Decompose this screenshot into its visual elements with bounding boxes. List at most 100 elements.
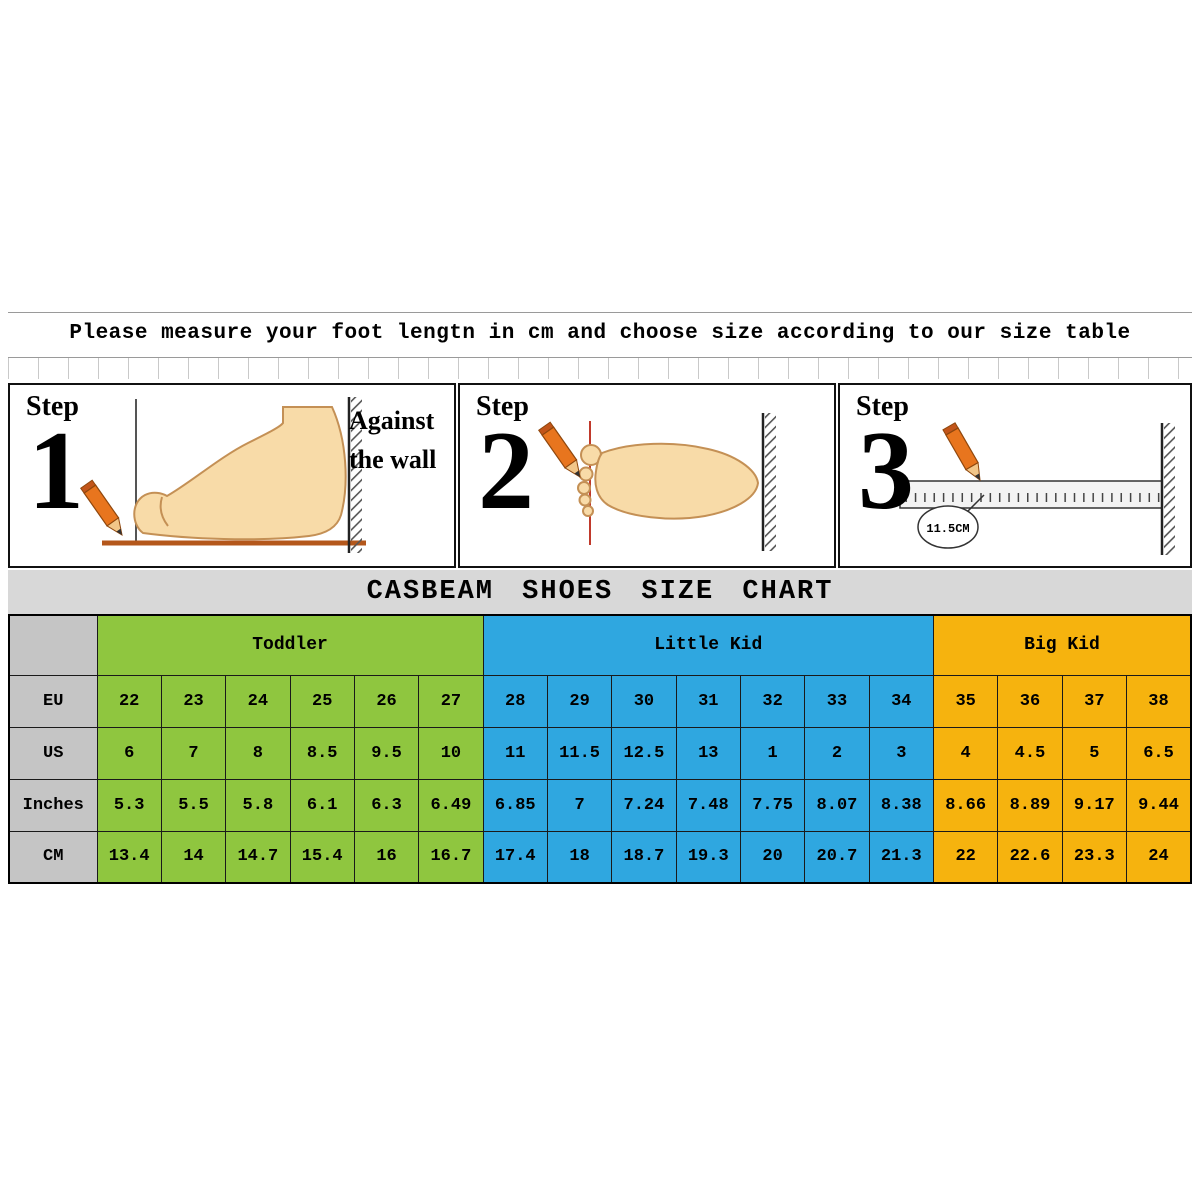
size-cell: 6.49 [418,778,484,832]
pencil-icon [538,421,581,479]
wall-note: Against the wall [349,401,451,479]
size-cell: 5.8 [225,778,291,832]
size-cell: 7 [160,726,227,780]
corner-cell [8,614,98,676]
step2-illustration [538,413,776,551]
size-cell: 8.38 [868,778,934,832]
ruler-measurement-label: 11.5CM [926,522,969,536]
size-cell: 9.17 [1061,778,1128,832]
size-cell: 13.4 [96,830,162,884]
size-cell: 6.85 [482,778,548,832]
measure-steps-row: Step 1 Against the wall [8,383,1192,568]
size-cell: 21.3 [868,830,934,884]
size-cell: 18.7 [611,830,677,884]
size-cell: 7.48 [675,778,741,832]
size-cell: 11 [482,726,548,780]
step3-illustration: 11.5CM [899,422,1175,555]
size-cell: 22 [932,830,999,884]
size-cell: 20.7 [804,830,870,884]
size-table: Toddler Little Kid Big Kid EU 22 23 24 25 26 27 28… [8,614,1192,884]
row-label-inches: Inches [8,778,98,832]
size-cell: 8.5 [289,726,355,780]
step-label: Step [856,391,909,422]
size-cell: 13 [675,726,741,780]
size-cell: 6.3 [353,778,420,832]
banner-ruler-ticks [8,357,1192,379]
group-header-toddler: Toddler [96,614,484,676]
size-cell: 16.7 [418,830,484,884]
size-cell: 14 [160,830,227,884]
row-label-eu: EU [8,674,98,728]
size-cell: 1 [739,726,806,780]
size-cell: 8.89 [997,778,1063,832]
size-cell: 5 [1061,726,1128,780]
size-cell: 9.44 [1126,778,1192,832]
size-chart-title: CASBEAM SHOES SIZE CHART [8,570,1192,614]
size-cell: 5.3 [96,778,162,832]
size-cell: 9.5 [353,726,420,780]
size-cell: 11.5 [546,726,613,780]
wall-note-line1: Against [349,406,435,435]
size-cell: 24 [1126,830,1192,884]
size-cell: 22.6 [997,830,1063,884]
ruler-icon [899,480,1163,509]
big-toe-line [159,496,169,527]
step1-illustration [80,397,366,553]
size-cell: 20 [739,830,806,884]
size-cell: 37 [1061,674,1128,728]
size-cell: 2 [804,726,870,780]
size-cell: 8.66 [932,778,999,832]
step-panel-2: Step 2 [458,383,836,568]
size-cell: 26 [353,674,420,728]
size-cell: 30 [611,674,677,728]
step-number: 1 [28,409,84,533]
pencil-icon [942,422,981,482]
step-panel-3: Step 3 [838,383,1192,568]
size-cell: 35 [932,674,999,728]
row-label-cm: CM [8,830,98,884]
size-cell: 23 [160,674,227,728]
size-cell: 8 [225,726,291,780]
foot-side-icon [133,406,347,541]
step-number: 2 [478,409,534,533]
size-cell: 27 [418,674,484,728]
size-cell: 15.4 [289,830,355,884]
size-cell: 18 [546,830,613,884]
foot-top-icon [577,442,760,520]
size-cell: 23.3 [1061,830,1128,884]
step-label: Step [476,391,529,422]
size-cell: 10 [418,726,484,780]
step-label: Step [26,391,79,422]
size-cell: 12.5 [611,726,677,780]
size-cell: 7 [546,778,613,832]
size-cell: 32 [739,674,806,728]
pencil-icon [80,479,123,537]
size-cell: 4.5 [997,726,1063,780]
step-number: 3 [858,409,914,533]
measure-instruction-text: Please measure your foot lengtn in cm an… [69,322,1131,345]
size-cell: 6.5 [1126,726,1192,780]
wall-hatch-icon [351,397,362,553]
size-cell: 6 [96,726,162,780]
size-cell: 31 [675,674,741,728]
size-cell: 34 [868,674,934,728]
wall-hatch-icon [1164,423,1175,555]
size-cell: 16 [353,830,420,884]
group-header-little-kid: Little Kid [482,614,934,676]
size-cell: 29 [546,674,613,728]
row-label-us: US [8,726,98,780]
size-cell: 36 [997,674,1063,728]
size-cell: 33 [804,674,870,728]
size-cell: 22 [96,674,162,728]
size-cell: 6.1 [289,778,355,832]
size-cell: 14.7 [225,830,291,884]
size-cell: 24 [225,674,291,728]
size-cell: 3 [868,726,934,780]
size-cell: 7.24 [611,778,677,832]
wall-hatch-icon [765,413,776,551]
banner-top-line [8,312,1192,313]
size-cell: 8.07 [804,778,870,832]
size-cell: 4 [932,726,999,780]
size-cell: 5.5 [160,778,227,832]
